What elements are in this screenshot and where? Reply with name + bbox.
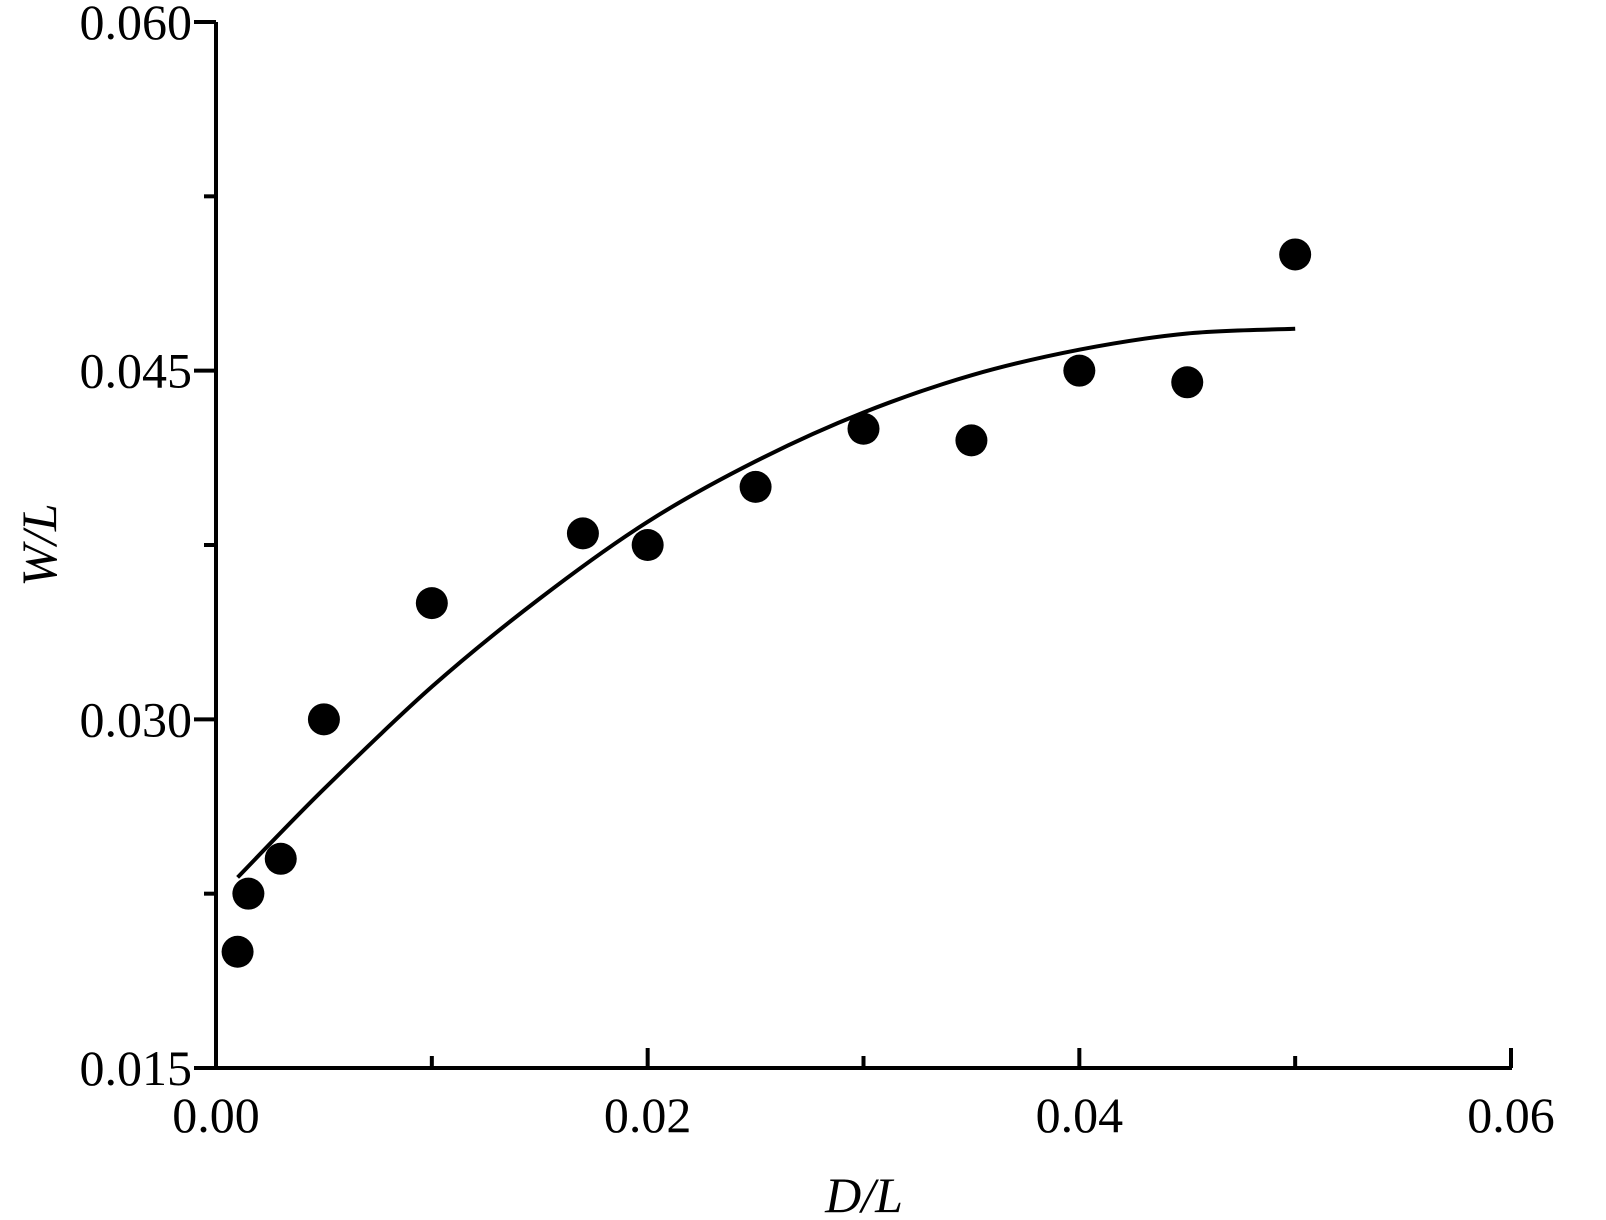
data-point [1279, 238, 1312, 271]
fitted-curve [236, 326, 1296, 879]
x-tick-label: 0.00 [172, 1087, 260, 1143]
data-point [221, 935, 254, 968]
data-points [221, 238, 1312, 968]
data-point [232, 877, 265, 910]
y-tick-label: 0.045 [80, 343, 193, 399]
x-tick-label: 0.06 [1467, 1087, 1555, 1143]
x-axis-title: D/L [824, 1167, 903, 1220]
y-tick-label: 0.030 [80, 691, 193, 747]
y-tick-label: 0.015 [80, 1040, 193, 1096]
axis-tick-labels: 0.00 0.02 0.04 0.06 0.015 0.030 0.045 0.060 [80, 0, 1555, 1143]
data-point [307, 703, 340, 736]
data-point [955, 424, 988, 457]
y-axis-title: W/L [11, 503, 67, 586]
axis-ticks [194, 20, 1513, 1070]
data-point [415, 587, 448, 620]
data-point [264, 842, 297, 875]
x-tick-label: 0.02 [604, 1087, 692, 1143]
x-tick-label: 0.04 [1036, 1087, 1124, 1143]
data-point [739, 470, 772, 503]
data-point [847, 412, 880, 445]
data-point [631, 529, 664, 561]
y-tick-label: 0.060 [80, 0, 193, 50]
data-point [1171, 366, 1204, 399]
data-point [566, 517, 599, 550]
axes [214, 22, 1512, 1070]
data-point [1063, 354, 1096, 387]
